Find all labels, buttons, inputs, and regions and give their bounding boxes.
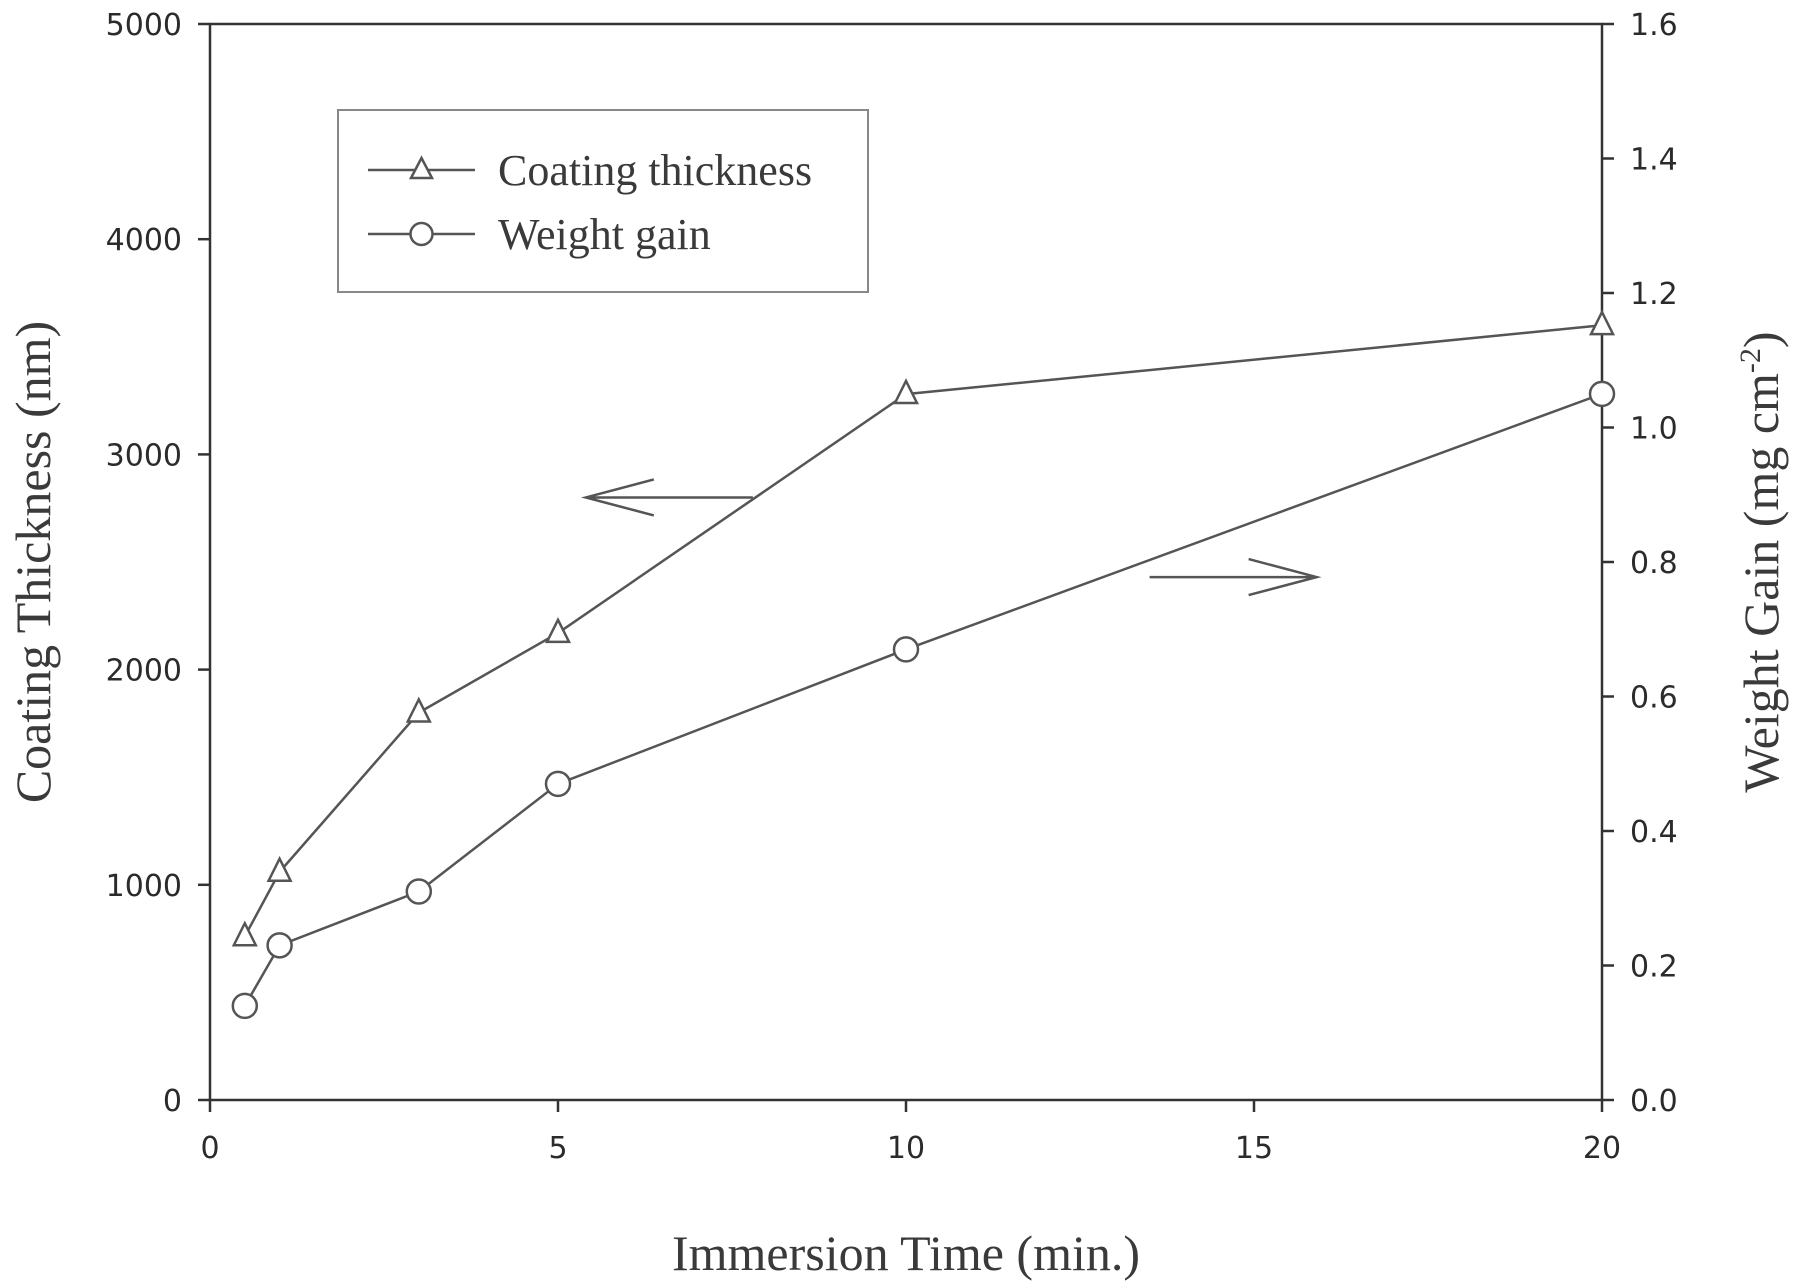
left-y-tick-label: 1000	[106, 869, 182, 904]
data-point-circle	[405, 878, 433, 905]
right-y-tick-label: 1.4	[1630, 143, 1678, 178]
data-point-circle	[266, 932, 293, 959]
left-y-tick-label: 4000	[106, 223, 182, 258]
x-tick-label: 10	[887, 1131, 925, 1166]
data-point-triangle	[405, 696, 432, 723]
legend-marker-circle	[409, 221, 434, 247]
series-line-weight-gain	[243, 392, 1603, 1007]
right-y-tick-label: 0.0	[1630, 1084, 1678, 1119]
series-layer	[231, 309, 1616, 1020]
data-point-circle	[1588, 380, 1616, 408]
data-point-triangle	[1588, 309, 1616, 336]
annotation-layer	[580, 478, 1322, 597]
right-y-tick-label: 0.2	[1630, 950, 1678, 985]
data-point-circle	[544, 770, 572, 798]
right-y-axis-title-close: )	[1733, 331, 1789, 348]
right-y-axis-title-main: Weight Gain (mg cm	[1733, 373, 1789, 793]
x-axis-ticks: 0 5 10 15 20	[200, 1100, 1621, 1166]
series-line-coating-thickness	[243, 324, 1603, 938]
data-point-triangle	[892, 378, 920, 405]
legend-label-weight: Weight gain	[498, 210, 711, 259]
left-y-tick-label: 3000	[106, 438, 182, 473]
right-y-tick-label: 1.2	[1630, 277, 1678, 312]
right-y-tick-label: 0.6	[1630, 681, 1678, 716]
data-point-triangle	[231, 920, 258, 947]
data-point-circle	[892, 636, 920, 663]
x-tick-label: 20	[1583, 1131, 1621, 1166]
right-y-tick-label: 1.6	[1630, 8, 1678, 43]
data-point-circle	[231, 992, 259, 1020]
left-y-tick-label: 0	[163, 1084, 182, 1119]
right-y-tick-label: 0.8	[1630, 546, 1678, 581]
left-y-tick-label: 5000	[106, 8, 182, 43]
right-y-axis-title: Weight Gain (mg cm-2)	[1733, 331, 1789, 792]
arrow-right-annotation	[1149, 557, 1322, 597]
legend-label-coating: Coating thickness	[498, 146, 812, 195]
legend-box	[337, 109, 869, 293]
right-y-axis-title-superscript: -2	[1734, 348, 1767, 373]
left-y-axis-title: Coating Thickness (nm)	[5, 321, 61, 803]
data-point-triangle	[266, 855, 293, 882]
right-y-axis-ticks: 0.0 0.2 0.4 0.6 0.8 1.0 1.2 1.4 1.6	[1602, 8, 1678, 1119]
x-tick-label: 15	[1235, 1131, 1273, 1166]
legend: Coating thickness Weight gain	[337, 109, 869, 293]
data-point-triangle	[544, 617, 572, 644]
right-y-tick-label: 0.4	[1630, 815, 1678, 850]
x-tick-label: 5	[548, 1131, 567, 1166]
arrow-left-annotation	[580, 478, 753, 517]
left-y-tick-label: 2000	[106, 654, 182, 689]
x-axis-title: Immersion Time (min.)	[672, 1225, 1140, 1281]
left-y-axis-ticks: 0 1000 2000 3000 4000 5000	[106, 8, 210, 1119]
legend-marker-triangle	[408, 155, 435, 180]
right-y-tick-label: 1.0	[1630, 412, 1678, 447]
x-tick-label: 0	[200, 1131, 219, 1166]
